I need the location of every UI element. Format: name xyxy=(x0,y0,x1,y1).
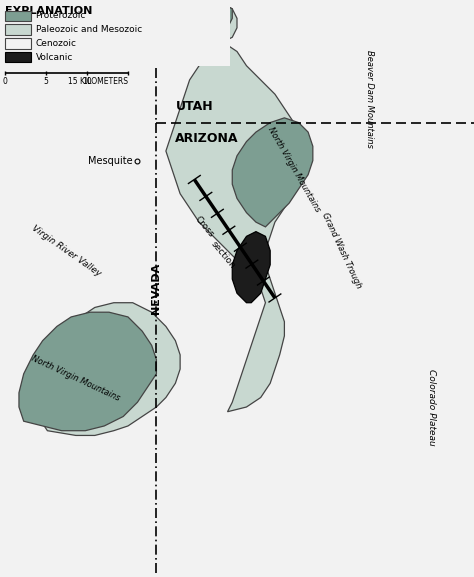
Bar xyxy=(5,38,31,48)
Text: ARIZONA: ARIZONA xyxy=(175,132,239,145)
Bar xyxy=(2,4,230,66)
Text: Volcanic: Volcanic xyxy=(36,53,73,62)
Text: UTAH: UTAH xyxy=(175,100,213,113)
Text: Beaver Dam Mountains: Beaver Dam Mountains xyxy=(365,50,374,148)
Polygon shape xyxy=(33,303,180,436)
Polygon shape xyxy=(19,312,156,430)
Text: 15 KILOMETERS: 15 KILOMETERS xyxy=(68,77,128,85)
Text: Cross: Cross xyxy=(192,215,215,239)
Text: Mesquite: Mesquite xyxy=(88,156,133,166)
Text: Virgin River Valley: Virgin River Valley xyxy=(30,223,103,278)
Text: EXPLANATION: EXPLANATION xyxy=(5,6,92,17)
Text: 0: 0 xyxy=(2,77,7,85)
Text: Grand Wash Trough: Grand Wash Trough xyxy=(320,211,363,290)
Text: North Virgin Mountains: North Virgin Mountains xyxy=(30,354,121,403)
Text: Proterozoic: Proterozoic xyxy=(36,12,86,20)
Text: Colorado Plateau: Colorado Plateau xyxy=(427,369,436,445)
Text: NEVADA: NEVADA xyxy=(151,263,162,314)
Text: Cenozoic: Cenozoic xyxy=(36,39,76,48)
Polygon shape xyxy=(232,118,313,227)
Polygon shape xyxy=(199,4,232,32)
Polygon shape xyxy=(199,4,237,42)
Bar xyxy=(5,24,31,35)
Text: section: section xyxy=(209,240,237,271)
Polygon shape xyxy=(166,42,308,412)
Text: 5: 5 xyxy=(44,77,48,85)
Polygon shape xyxy=(232,231,270,303)
Text: Paleozoic and Mesozoic: Paleozoic and Mesozoic xyxy=(36,25,142,34)
Bar xyxy=(5,11,31,21)
Bar xyxy=(5,52,31,62)
Text: 10: 10 xyxy=(82,77,91,85)
Text: North Virgin Mountains: North Virgin Mountains xyxy=(266,126,322,214)
